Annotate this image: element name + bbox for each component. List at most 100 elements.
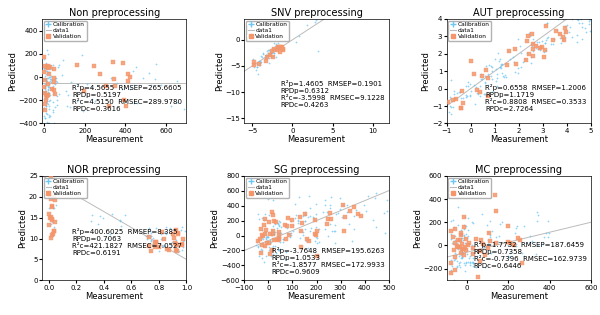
Point bbox=[322, 210, 332, 215]
Point bbox=[300, 212, 310, 217]
Point bbox=[305, 205, 315, 210]
Point bbox=[572, 39, 581, 44]
Point bbox=[481, 246, 490, 251]
Point bbox=[90, 99, 100, 104]
Point bbox=[517, 51, 526, 56]
Point bbox=[44, 99, 53, 104]
Point bbox=[299, 232, 308, 238]
Point bbox=[495, 65, 505, 70]
Point bbox=[265, 53, 275, 58]
Point bbox=[484, 63, 494, 68]
Point bbox=[465, 93, 475, 98]
Point bbox=[261, 228, 271, 233]
Point bbox=[257, 243, 267, 248]
Point bbox=[264, 55, 274, 60]
Point bbox=[146, 234, 155, 239]
Point bbox=[504, 255, 514, 260]
Point bbox=[464, 83, 473, 89]
Point bbox=[304, 238, 314, 243]
Point bbox=[264, 230, 274, 235]
Point bbox=[469, 71, 479, 76]
Point bbox=[470, 83, 479, 88]
Point bbox=[470, 101, 479, 106]
Point bbox=[449, 247, 459, 252]
Point bbox=[295, 236, 304, 241]
Point bbox=[274, 248, 283, 253]
Point bbox=[40, 54, 49, 59]
Point bbox=[278, 46, 287, 51]
Point bbox=[464, 240, 473, 245]
Point bbox=[40, 94, 49, 100]
Point bbox=[117, 87, 127, 92]
Point bbox=[313, 240, 322, 245]
Point bbox=[495, 222, 505, 227]
Point bbox=[44, 93, 53, 98]
Point bbox=[77, 53, 87, 58]
Point bbox=[159, 242, 169, 247]
Point bbox=[467, 220, 477, 225]
Point bbox=[270, 229, 280, 234]
Point bbox=[58, 58, 68, 63]
Point bbox=[339, 228, 349, 233]
Point bbox=[257, 232, 266, 238]
Point bbox=[272, 48, 282, 53]
Point bbox=[54, 92, 64, 97]
Point bbox=[292, 213, 301, 218]
Point bbox=[456, 255, 466, 260]
Point bbox=[485, 235, 495, 240]
Point bbox=[253, 212, 263, 217]
Point bbox=[577, 20, 587, 26]
Point bbox=[263, 235, 273, 240]
Point bbox=[286, 234, 295, 239]
Point bbox=[259, 259, 269, 264]
Point bbox=[287, 223, 296, 228]
Point bbox=[456, 106, 466, 111]
Point bbox=[585, 28, 595, 33]
Point bbox=[460, 225, 469, 230]
Point bbox=[44, 87, 53, 92]
Point bbox=[44, 107, 53, 112]
Point bbox=[562, 30, 571, 35]
X-axis label: Measurement: Measurement bbox=[85, 292, 143, 301]
Point bbox=[485, 240, 494, 245]
Point bbox=[49, 75, 59, 80]
Point bbox=[346, 208, 355, 213]
Point bbox=[520, 56, 530, 61]
Point bbox=[146, 239, 155, 244]
Point bbox=[286, 230, 296, 235]
Point bbox=[458, 242, 467, 247]
Title: SNV preprocessing: SNV preprocessing bbox=[271, 8, 362, 18]
Point bbox=[150, 240, 160, 245]
Point bbox=[257, 256, 266, 261]
Point bbox=[267, 45, 277, 50]
Point bbox=[463, 79, 472, 84]
Point bbox=[272, 225, 281, 230]
Point bbox=[472, 91, 482, 96]
Point bbox=[262, 240, 272, 245]
Point bbox=[325, 203, 335, 208]
Point bbox=[253, 243, 262, 248]
Point bbox=[145, 71, 154, 76]
Point bbox=[42, 98, 52, 103]
Point bbox=[468, 263, 478, 268]
Point bbox=[382, 209, 391, 214]
Point bbox=[353, 211, 363, 216]
Point bbox=[151, 77, 160, 82]
Point bbox=[305, 229, 314, 234]
Point bbox=[50, 105, 59, 110]
Point bbox=[493, 239, 503, 244]
Point bbox=[42, 93, 52, 98]
X-axis label: Measurement: Measurement bbox=[490, 135, 548, 144]
Point bbox=[456, 231, 466, 236]
Point bbox=[314, 240, 323, 245]
Legend: Calibration, data1, Validation: Calibration, data1, Validation bbox=[44, 21, 87, 41]
Point bbox=[335, 196, 344, 201]
Point bbox=[278, 239, 288, 244]
Point bbox=[112, 80, 121, 85]
Point bbox=[178, 237, 188, 242]
Point bbox=[49, 121, 59, 126]
Point bbox=[268, 251, 278, 256]
Point bbox=[263, 234, 272, 239]
Point bbox=[259, 236, 268, 241]
Point bbox=[178, 238, 188, 243]
